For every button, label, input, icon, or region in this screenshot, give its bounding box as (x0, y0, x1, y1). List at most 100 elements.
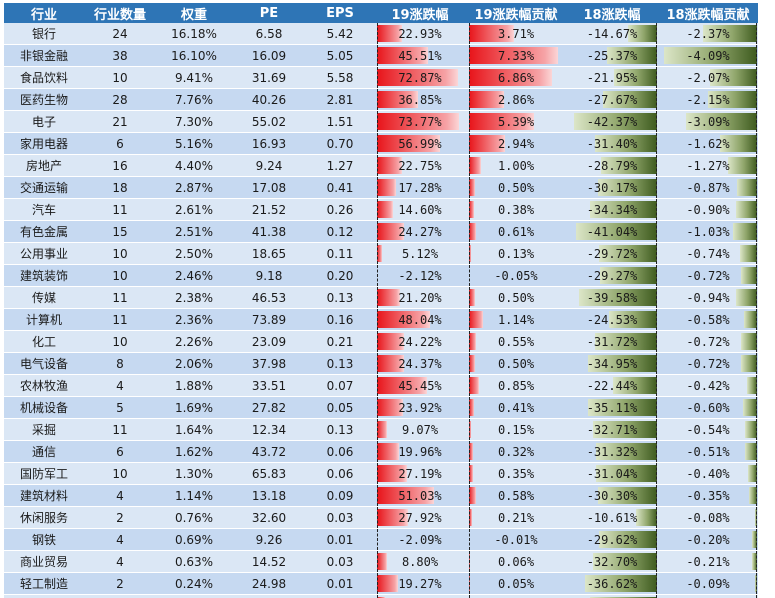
cell-pe[interactable]: 27.82 (232, 396, 306, 419)
header-eps[interactable]: EPS (306, 3, 374, 23)
cell-chg18[interactable]: -32.70% (566, 550, 658, 573)
cell-eps[interactable]: 0.05 (306, 396, 374, 419)
cell-contrib18[interactable]: -0.58% (658, 308, 758, 331)
cell-count[interactable]: 4 (84, 484, 156, 507)
cell-weight[interactable]: 0.07% (156, 594, 232, 598)
cell-count[interactable]: 15 (84, 220, 156, 243)
cell-weight[interactable]: 2.06% (156, 352, 232, 375)
cell-contrib18[interactable]: -0.94% (658, 286, 758, 309)
cell-contrib19[interactable]: 0.06% (466, 550, 566, 573)
cell-pe[interactable]: 65.83 (232, 462, 306, 485)
cell-chg18[interactable]: -29.27% (566, 264, 658, 287)
cell-eps[interactable]: 5.58 (306, 66, 374, 89)
cell-chg18[interactable]: -35.11% (566, 396, 658, 419)
cell-pe[interactable]: 25.09 (232, 594, 306, 598)
cell-chg19[interactable]: 56.99% (374, 132, 466, 155)
cell-chg19[interactable]: 72.87% (374, 66, 466, 89)
cell-chg18[interactable]: -25.37% (566, 44, 658, 67)
cell-chg18[interactable]: -30.30% (566, 484, 658, 507)
cell-eps[interactable]: 0.12 (306, 220, 374, 243)
cell-contrib18[interactable]: -0.72% (658, 352, 758, 375)
cell-weight[interactable]: 1.88% (156, 374, 232, 397)
cell-chg19[interactable]: 5.12% (374, 242, 466, 265)
cell-chg19[interactable]: 24.37% (374, 352, 466, 375)
cell-industry[interactable]: 建筑材料 (4, 484, 84, 507)
cell-count[interactable]: 6 (84, 440, 156, 463)
cell-pe[interactable]: 9.26 (232, 528, 306, 551)
cell-contrib18[interactable]: -0.60% (658, 396, 758, 419)
header-chg18[interactable]: 18涨跌幅 (566, 3, 658, 23)
cell-contrib18[interactable]: -0.51% (658, 440, 758, 463)
cell-chg18[interactable]: -21.95% (566, 66, 658, 89)
cell-chg18[interactable]: -10.61% (566, 506, 658, 529)
cell-count[interactable]: 16 (84, 154, 156, 177)
cell-weight[interactable]: 2.46% (156, 264, 232, 287)
cell-chg19[interactable]: 45.45% (374, 374, 466, 397)
cell-contrib18[interactable]: -0.21% (658, 550, 758, 573)
cell-pe[interactable]: 9.24 (232, 154, 306, 177)
cell-contrib19[interactable]: -0.05% (466, 264, 566, 287)
cell-eps[interactable]: 0.20 (306, 264, 374, 287)
cell-chg18[interactable]: -22.44% (566, 374, 658, 397)
cell-chg18[interactable]: -31.04% (566, 462, 658, 485)
cell-count[interactable]: 11 (84, 308, 156, 331)
cell-industry[interactable]: 农林牧渔 (4, 374, 84, 397)
cell-contrib18[interactable]: -4.09% (658, 44, 758, 67)
cell-count[interactable]: 10 (84, 462, 156, 485)
cell-chg19[interactable]: 24.27% (374, 220, 466, 243)
cell-chg19[interactable]: 17.28% (374, 176, 466, 199)
cell-contrib18[interactable]: -0.74% (658, 242, 758, 265)
cell-eps[interactable]: 0.13 (306, 352, 374, 375)
cell-contrib19[interactable]: 7.33% (466, 44, 566, 67)
cell-contrib19[interactable]: -0.01% (466, 528, 566, 551)
cell-pe[interactable]: 9.18 (232, 264, 306, 287)
cell-industry[interactable]: 通信 (4, 440, 84, 463)
cell-pe[interactable]: 31.69 (232, 66, 306, 89)
cell-chg18[interactable]: -29.72% (566, 242, 658, 265)
cell-industry[interactable]: 商业贸易 (4, 550, 84, 573)
cell-weight[interactable]: 0.24% (156, 572, 232, 595)
cell-weight[interactable]: 1.62% (156, 440, 232, 463)
cell-eps[interactable]: 0.06 (306, 440, 374, 463)
header-pe[interactable]: PE (232, 3, 306, 23)
cell-contrib19[interactable]: 2.94% (466, 132, 566, 155)
cell-industry[interactable]: 食品饮料 (4, 66, 84, 89)
cell-contrib18[interactable]: -1.62% (658, 132, 758, 155)
cell-pe[interactable]: 73.89 (232, 308, 306, 331)
cell-chg19[interactable]: 21.20% (374, 286, 466, 309)
cell-count[interactable]: 21 (84, 110, 156, 133)
cell-count[interactable]: 10 (84, 66, 156, 89)
cell-eps[interactable]: 0.11 (306, 242, 374, 265)
cell-industry[interactable]: 纺织服装 (4, 594, 84, 598)
cell-count[interactable]: 38 (84, 44, 156, 67)
cell-chg19[interactable]: 51.03% (374, 484, 466, 507)
cell-eps[interactable]: 0.13 (306, 418, 374, 441)
cell-pe[interactable]: 46.53 (232, 286, 306, 309)
cell-chg18[interactable]: -14.67% (566, 23, 658, 45)
cell-count[interactable]: 11 (84, 418, 156, 441)
cell-contrib18[interactable]: -0.08% (658, 506, 758, 529)
cell-industry[interactable]: 电子 (4, 110, 84, 133)
cell-pe[interactable]: 12.34 (232, 418, 306, 441)
cell-industry[interactable]: 传媒 (4, 286, 84, 309)
cell-eps[interactable]: 0.16 (306, 308, 374, 331)
cell-count[interactable]: 1 (84, 594, 156, 598)
cell-pe[interactable]: 16.09 (232, 44, 306, 67)
cell-chg19[interactable]: 7.09% (374, 594, 466, 598)
cell-contrib19[interactable]: 0.01% (466, 594, 566, 598)
cell-eps[interactable]: 0.01 (306, 528, 374, 551)
cell-eps[interactable]: 1.51 (306, 110, 374, 133)
cell-count[interactable]: 10 (84, 264, 156, 287)
cell-eps[interactable]: 5.05 (306, 44, 374, 67)
cell-pe[interactable]: 40.26 (232, 88, 306, 111)
cell-industry[interactable]: 公用事业 (4, 242, 84, 265)
cell-chg19[interactable]: 36.85% (374, 88, 466, 111)
cell-pe[interactable]: 37.98 (232, 352, 306, 375)
cell-contrib18[interactable]: -0.54% (658, 418, 758, 441)
header-chg19[interactable]: 19涨跌幅 (374, 3, 466, 23)
cell-industry[interactable]: 建筑装饰 (4, 264, 84, 287)
cell-industry[interactable]: 家用电器 (4, 132, 84, 155)
cell-eps[interactable]: 0.03 (306, 550, 374, 573)
cell-contrib19[interactable]: 5.39% (466, 110, 566, 133)
cell-industry[interactable]: 机械设备 (4, 396, 84, 419)
